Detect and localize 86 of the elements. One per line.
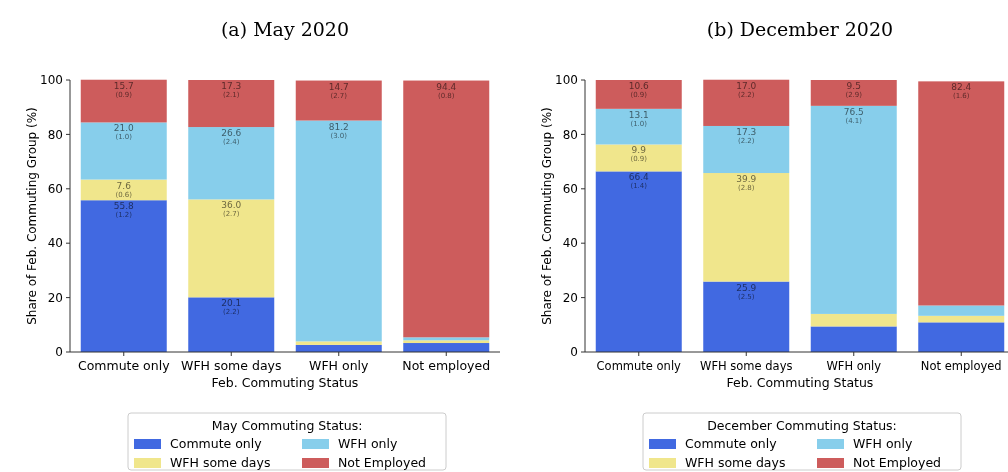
bar — [295, 341, 382, 345]
bar — [918, 322, 1005, 352]
legend-label: WFH only — [853, 436, 913, 452]
bar — [918, 305, 1005, 316]
y-tick-label: 20 — [562, 290, 578, 305]
bar — [188, 297, 275, 352]
bar — [595, 80, 682, 109]
x-tick-label: WFH only — [309, 358, 370, 373]
bar — [810, 80, 897, 106]
data-label: 82.4 (1.6) — [951, 82, 972, 101]
y-tick-label: 40 — [47, 236, 63, 251]
y-tick-label: 80 — [47, 127, 63, 142]
x-tick-label: Not employed — [402, 358, 491, 373]
data-label: 9.9 (0.9) — [630, 145, 648, 164]
data-label: 17.0 (2.2) — [736, 80, 757, 99]
y-tick-label: 100 — [555, 73, 578, 88]
bar — [918, 81, 1005, 306]
bar — [810, 105, 897, 314]
legend-label: WFH some days — [685, 455, 786, 471]
data-label: 14.7 (2.7) — [328, 81, 349, 100]
x-axis-title: Feb. Commuting Status — [726, 375, 874, 390]
bar — [295, 120, 382, 342]
legend-title: December Commuting Status: — [707, 418, 897, 433]
data-label: 10.6 (0.9) — [628, 81, 650, 99]
data-label: 21.0 (1.0) — [113, 123, 135, 142]
legend-label: Commute only — [170, 436, 263, 452]
bar — [810, 313, 897, 327]
data-label: 17.3 (2.1) — [221, 81, 242, 99]
data-label: 9.5 (2.9) — [845, 81, 863, 99]
bar — [188, 199, 275, 298]
legend-label: Not Employed — [853, 455, 942, 471]
data-label: 39.9 (2.8) — [736, 174, 757, 193]
bar — [295, 80, 382, 121]
bar — [918, 315, 1005, 323]
bar — [703, 173, 790, 282]
y-tick-label: 80 — [562, 127, 578, 142]
chart-title: (a) May 2020 — [220, 18, 350, 40]
legend-label: WFH only — [338, 436, 398, 452]
data-label: 13.1 (1.0) — [628, 109, 649, 128]
bar — [703, 79, 790, 126]
bar — [80, 179, 167, 201]
data-label: 25.9 (2.5) — [736, 282, 757, 301]
bar — [188, 80, 275, 128]
data-label: 76.5 (4.1) — [843, 106, 864, 125]
legend-title: May Commuting Status: — [211, 418, 363, 433]
x-axis-title: Feb. Commuting Status — [211, 375, 359, 390]
x-tick-label: Commute only — [77, 358, 171, 373]
legend-label: Not Employed — [338, 455, 427, 471]
data-label: 66.4 (1.4) — [628, 172, 650, 191]
bar — [595, 171, 682, 352]
bar — [188, 127, 275, 200]
bar — [703, 125, 790, 174]
x-tick-label: Commute only — [596, 359, 682, 373]
y-tick-label: 100 — [40, 73, 63, 88]
data-label: 81.2 (3.0) — [328, 121, 349, 140]
bar — [80, 79, 167, 123]
y-tick-label: 0 — [55, 345, 63, 360]
bar — [810, 326, 897, 352]
y-tick-label: 40 — [562, 236, 578, 251]
legend-label: Commute only — [685, 436, 778, 452]
legend-label: WFH some days — [170, 455, 271, 471]
bar — [595, 144, 682, 172]
bar — [80, 200, 167, 352]
y-axis-title: Share of Feb. Commuting Group (%) — [25, 107, 39, 325]
bar — [595, 108, 682, 145]
bar — [403, 80, 490, 338]
data-label: 15.7 (0.9) — [113, 80, 134, 99]
data-label: 20.1 (2.2) — [221, 298, 242, 317]
data-label: 17.3 (2.2) — [736, 126, 757, 145]
x-tick-label: WFH some days — [700, 359, 793, 373]
data-label: 7.6 (0.6) — [115, 180, 133, 199]
y-tick-label: 60 — [562, 182, 578, 196]
x-tick-label: WFH some days — [181, 358, 282, 373]
y-tick-label: 60 — [47, 182, 63, 196]
bar — [703, 281, 790, 352]
y-tick-label: 0 — [570, 345, 578, 360]
data-label: 36.0 (2.7) — [221, 200, 242, 219]
x-tick-label: Not employed — [920, 359, 1002, 373]
data-label: 94.4 (0.8) — [436, 81, 457, 100]
bar — [80, 122, 167, 180]
x-tick-label: WFH only — [826, 359, 882, 373]
chart-title: (b) December 2020 — [706, 18, 894, 40]
data-label: 26.6 (2.4) — [221, 128, 242, 147]
y-tick-label: 20 — [47, 290, 63, 305]
data-label: 55.8 (1.2) — [113, 201, 135, 220]
y-axis-title: Share of Feb. Commuting Group (%) — [540, 107, 554, 325]
